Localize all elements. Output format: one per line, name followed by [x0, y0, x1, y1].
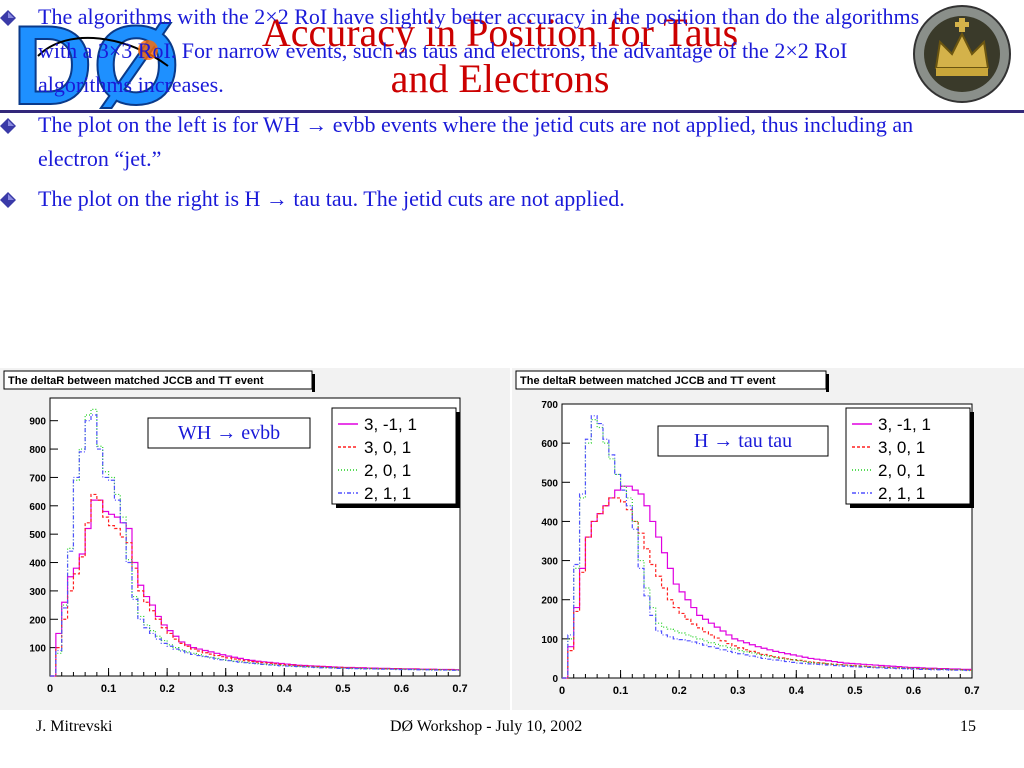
legend-label: 3, -1, 1: [878, 415, 931, 434]
y-tick-label: 500: [29, 530, 46, 541]
x-tick-label: 0: [47, 683, 53, 695]
footer-event: DØ Workshop - July 10, 2002: [390, 718, 583, 735]
y-tick-label: 300: [29, 587, 46, 598]
y-tick-label: 400: [541, 517, 558, 528]
histogram-chart-right: The deltaR between matched JCCB and TT e…: [512, 368, 1024, 710]
title-divider: [0, 110, 1024, 113]
annotation-text: WH → evbb: [178, 422, 280, 444]
bullet-list: The algorithms with the 2×2 RoI have sli…: [0, 0, 940, 216]
x-tick-label: 0.4: [789, 685, 805, 697]
series-line: [562, 497, 972, 679]
x-tick-label: 0.1: [101, 683, 116, 695]
series-line: [562, 415, 972, 679]
bullet-item: The algorithms with the 2×2 RoI have sli…: [0, 0, 940, 102]
title-line-2: and Electrons: [390, 56, 610, 101]
legend-label: 3, 0, 1: [364, 438, 411, 457]
x-tick-label: 0.4: [277, 683, 293, 695]
chart-title: The deltaR between matched JCCB and TT e…: [8, 375, 264, 387]
title-line-1: Accuracy in Position for Taus: [261, 10, 739, 55]
x-tick-label: 0.5: [847, 685, 862, 697]
bullet-item: The plot on the left is for WH → evbb ev…: [0, 108, 940, 176]
y-tick-label: 200: [541, 596, 558, 607]
annotation-box: [657, 425, 829, 457]
x-tick-label: 0.5: [335, 683, 350, 695]
x-tick-label: 0.7: [452, 683, 467, 695]
x-tick-label: 0.6: [394, 683, 409, 695]
chart-title-shadow: [826, 374, 829, 392]
chart-title-shadow: [312, 374, 315, 392]
y-tick-label: 600: [29, 502, 46, 513]
y-tick-label: 300: [541, 557, 558, 568]
x-tick-label: 0.7: [964, 685, 979, 697]
footer-author: J. Mitrevski: [36, 718, 113, 735]
series-line: [50, 414, 460, 677]
diamond-bullet-icon: [0, 192, 16, 208]
diamond-bullet-icon: [0, 10, 16, 26]
x-tick-label: 0.2: [159, 683, 174, 695]
legend-label: 2, 0, 1: [878, 461, 925, 480]
x-tick-label: 0.3: [730, 685, 745, 697]
d0-logo: DØ: [11, 6, 181, 110]
chart-title: The deltaR between matched JCCB and TT e…: [520, 375, 776, 387]
bullet-text: The plot on the left is for WH → evbb ev…: [38, 112, 914, 171]
y-tick-label: 0: [552, 674, 558, 685]
legend-label: 2, 1, 1: [878, 484, 925, 503]
y-tick-label: 800: [29, 445, 46, 456]
series-line: [562, 485, 972, 679]
series-line: [50, 408, 460, 677]
y-tick-label: 700: [29, 473, 46, 484]
page-title: Accuracy in Position for Taus and Electr…: [200, 10, 800, 102]
y-tick-label: 100: [541, 635, 558, 646]
y-tick-label: 600: [541, 439, 558, 450]
crown-seal-logo: [913, 5, 1011, 103]
x-tick-label: 0: [559, 685, 565, 697]
diamond-bullet-icon: [0, 118, 16, 134]
y-tick-label: 700: [541, 400, 558, 411]
x-tick-label: 0.6: [906, 685, 921, 697]
y-tick-label: 900: [29, 417, 46, 428]
y-tick-label: 400: [29, 559, 46, 570]
series-line: [50, 493, 460, 677]
histogram-chart-left: The deltaR between matched JCCB and TT e…: [0, 368, 510, 710]
y-tick-label: 500: [541, 478, 558, 489]
y-tick-label: 200: [29, 615, 46, 626]
bullet-text: The plot on the right is H → tau tau. Th…: [38, 186, 625, 211]
footer-page-number: 15: [960, 718, 976, 735]
annotation-box: [147, 417, 311, 449]
x-tick-label: 0.2: [671, 685, 686, 697]
legend-label: 3, -1, 1: [364, 415, 417, 434]
annotation-text: H → tau tau: [694, 430, 792, 452]
x-tick-label: 0.1: [613, 685, 628, 697]
legend-label: 3, 0, 1: [878, 438, 925, 457]
legend-label: 2, 1, 1: [364, 484, 411, 503]
bullet-item: The plot on the right is H → tau tau. Th…: [0, 182, 940, 216]
legend-label: 2, 0, 1: [364, 461, 411, 480]
y-tick-label: 100: [29, 644, 46, 655]
bullet-text: The algorithms with the 2×2 RoI have sli…: [38, 4, 920, 97]
x-tick-label: 0.3: [218, 683, 233, 695]
